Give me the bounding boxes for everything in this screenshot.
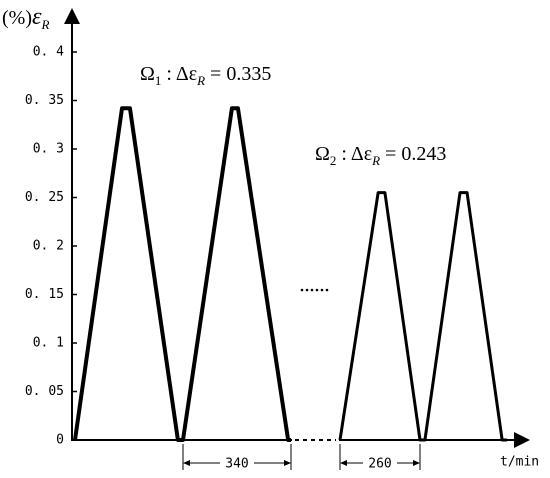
y-axis-label: (%)εR: [2, 4, 49, 32]
x-axis-label: t/min: [500, 455, 539, 470]
span-label-bg: [363, 455, 397, 471]
y-tick-label: 0: [56, 433, 64, 448]
annotation-eq: =: [205, 63, 226, 85]
annotation-text: : Δε: [161, 63, 197, 85]
annotation-text: : Δε: [336, 143, 372, 165]
annotation: Ω1 : ΔεR = 0.335: [140, 63, 271, 88]
y-tick-label: 0. 15: [25, 287, 64, 302]
y-tick-label: 0. 3: [33, 142, 64, 157]
annotation-symbol: Ω: [140, 63, 155, 85]
span-label: 260: [368, 457, 391, 472]
line: [338, 191, 508, 442]
y-tick-label: 0. 35: [25, 93, 64, 108]
annotation-value: 0.243: [401, 143, 446, 165]
annotation-sub: R: [196, 73, 205, 88]
span-label-bg: [220, 455, 254, 471]
annotation-symbol: Ω: [315, 143, 330, 165]
y-tick-label: 0. 4: [33, 45, 64, 60]
line: [73, 106, 291, 442]
annotation-eq: =: [380, 143, 401, 165]
y-tick-label: 0. 1: [33, 336, 64, 351]
y-tick-label: 0. 2: [33, 239, 64, 254]
annotation-index: 1: [155, 73, 162, 88]
y-tick-label: 0. 25: [25, 190, 64, 205]
y-tick-label: 0. 05: [25, 384, 64, 399]
span-label: 340: [225, 457, 248, 472]
annotation-value: 0.335: [226, 63, 271, 85]
ellipsis: [300, 288, 329, 292]
annotation-sub: R: [371, 153, 380, 168]
annotation: Ω2 : ΔεR = 0.243: [315, 143, 446, 168]
annotation-index: 2: [330, 153, 337, 168]
